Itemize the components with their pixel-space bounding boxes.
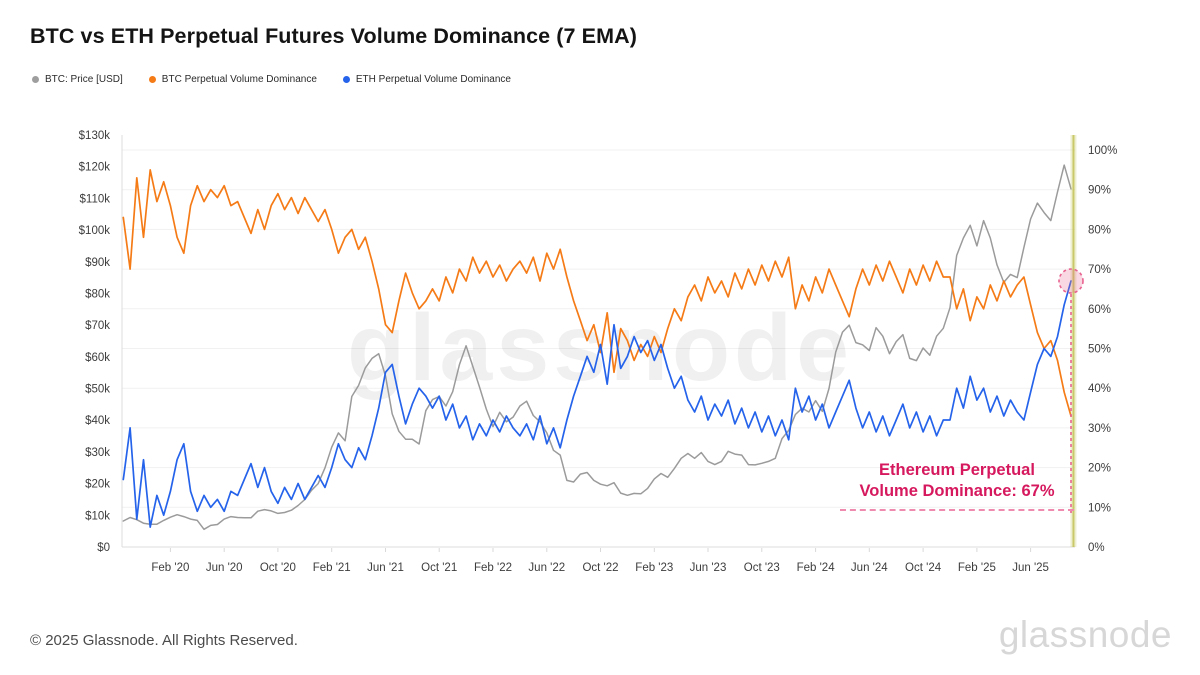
svg-text:$80k: $80k: [85, 289, 110, 301]
svg-text:Oct '21: Oct '21: [421, 562, 457, 574]
svg-text:Jun '25: Jun '25: [1012, 562, 1049, 574]
annotation-line1: Ethereum Perpetual: [879, 461, 1035, 479]
glassnode-logo: glassnode: [998, 614, 1172, 655]
svg-text:80%: 80%: [1088, 224, 1111, 236]
svg-text:$110k: $110k: [80, 193, 111, 205]
btc-dominance-dot-icon: [148, 76, 156, 83]
svg-text:Oct '24: Oct '24: [905, 562, 942, 574]
legend-item-btc-price[interactable]: BTC: Price [USD]: [32, 74, 123, 85]
svg-text:$120k: $120k: [79, 162, 111, 174]
svg-text:$70k: $70k: [85, 320, 110, 332]
legend-label: BTC Perpetual Volume Dominance: [161, 74, 317, 85]
svg-text:20%: 20%: [1088, 463, 1111, 475]
gridlines: [122, 149, 1075, 508]
svg-text:$100k: $100k: [79, 225, 111, 237]
svg-text:Feb '24: Feb '24: [797, 562, 836, 574]
eth-dominance-annotation: Ethereum Perpetual Volume Dominance: 67%: [840, 460, 1074, 511]
svg-text:Jun '21: Jun '21: [367, 562, 404, 574]
svg-text:60%: 60%: [1088, 304, 1111, 316]
svg-text:Jun '20: Jun '20: [206, 562, 243, 574]
legend-label: ETH Perpetual Volume Dominance: [355, 74, 511, 85]
svg-text:Oct '23: Oct '23: [744, 562, 780, 574]
legend-item-btc-dominance[interactable]: BTC Perpetual Volume Dominance: [148, 74, 317, 85]
svg-text:$30k: $30k: [85, 447, 110, 459]
svg-text:50%: 50%: [1088, 344, 1111, 356]
annotation-line2: Volume Dominance: 67%: [859, 482, 1055, 500]
series-line-2: [122, 280, 1072, 528]
svg-text:$10k: $10k: [85, 510, 110, 522]
svg-text:Feb '25: Feb '25: [958, 562, 996, 574]
legend-label: BTC: Price [USD]: [45, 74, 123, 85]
svg-text:Oct '20: Oct '20: [260, 562, 296, 574]
eth-dominance-dot-icon: [342, 76, 350, 83]
svg-text:$20k: $20k: [85, 479, 110, 491]
x-tick-marks: [169, 548, 1032, 552]
y-left-tick-labels: $130k $120k $110k $100k $90k $80k $70k $60k $50k…: [79, 130, 111, 554]
svg-text:Feb '20: Feb '20: [151, 562, 189, 574]
svg-text:10%: 10%: [1088, 502, 1111, 514]
svg-text:Jun '23: Jun '23: [690, 562, 727, 574]
svg-text:$60k: $60k: [85, 352, 110, 364]
svg-text:Jun '22: Jun '22: [528, 562, 565, 574]
svg-text:$90k: $90k: [85, 257, 110, 269]
svg-text:Oct '22: Oct '22: [582, 562, 618, 574]
svg-text:$130k: $130k: [79, 130, 111, 142]
series-line-0: [122, 164, 1072, 531]
svg-text:Jun '24: Jun '24: [851, 562, 888, 574]
svg-text:70%: 70%: [1088, 264, 1111, 276]
x-tick-labels: Feb '20 Jun '20 Oct '20 Feb '21 Jun '21 Oct '…: [151, 562, 1049, 574]
svg-text:30%: 30%: [1088, 423, 1111, 435]
y-right-tick-labels: 100% 90% 80% 70% 60% 50% 40% 30% 20% 10% 0%: [1088, 145, 1117, 554]
page-title: BTC vs ETH Perpetual Futures Volume Domi…: [30, 24, 638, 48]
legend-item-eth-dominance[interactable]: ETH Perpetual Volume Dominance: [342, 74, 511, 85]
svg-text:$40k: $40k: [85, 415, 110, 427]
svg-text:Feb '21: Feb '21: [313, 562, 351, 574]
svg-text:Feb '23: Feb '23: [635, 562, 673, 574]
copyright-text: © 2025 Glassnode. All Rights Reserved.: [30, 632, 298, 649]
end-point-highlight-circle: [1058, 268, 1084, 294]
svg-text:Feb '22: Feb '22: [474, 562, 512, 574]
svg-text:90%: 90%: [1088, 185, 1111, 197]
svg-text:100%: 100%: [1088, 145, 1117, 157]
glassnode-watermark: glassnode: [347, 295, 853, 401]
svg-text:$0: $0: [97, 542, 110, 554]
series-line-1: [122, 169, 1072, 417]
btc-price-dot-icon: [32, 76, 39, 83]
svg-text:40%: 40%: [1088, 383, 1111, 395]
svg-text:0%: 0%: [1088, 542, 1105, 554]
svg-text:$50k: $50k: [85, 384, 110, 396]
axis-lines: [121, 135, 1075, 548]
chart-legend: BTC: Price [USD] BTC Perpetual Volume Do…: [32, 74, 511, 85]
